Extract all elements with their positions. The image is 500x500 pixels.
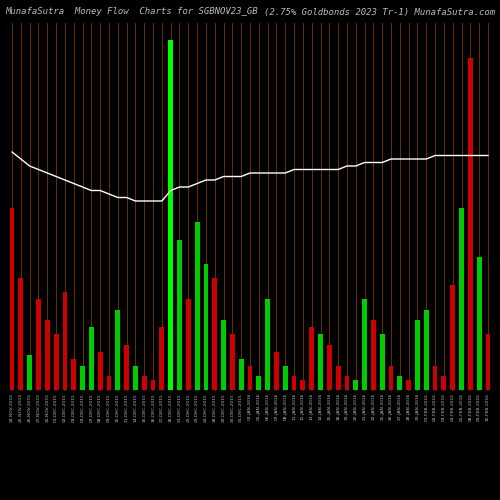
Bar — [160, 327, 164, 390]
Bar — [380, 334, 384, 390]
Bar — [362, 299, 367, 390]
Bar — [133, 366, 138, 390]
Bar — [98, 352, 102, 390]
Bar — [124, 344, 129, 390]
Bar — [354, 380, 358, 390]
Bar — [459, 208, 464, 390]
Bar — [45, 320, 50, 390]
Bar — [344, 376, 350, 390]
Bar — [283, 366, 288, 390]
Bar — [486, 334, 490, 390]
Bar — [116, 310, 120, 390]
Bar — [204, 264, 208, 390]
Bar — [274, 352, 279, 390]
Bar — [256, 376, 261, 390]
Bar — [265, 299, 270, 390]
Bar — [212, 278, 217, 390]
Bar — [142, 376, 146, 390]
Bar — [327, 344, 332, 390]
Bar — [442, 376, 446, 390]
Bar — [72, 358, 76, 390]
Bar — [415, 320, 420, 390]
Text: (2.75% Goldbonds 2023 Tr-1) MunafaSutra.com: (2.75% Goldbonds 2023 Tr-1) MunafaSutra.… — [264, 8, 495, 16]
Bar — [406, 380, 411, 390]
Bar — [186, 299, 190, 390]
Bar — [450, 285, 455, 390]
Bar — [80, 366, 85, 390]
Bar — [292, 376, 296, 390]
Bar — [194, 222, 200, 390]
Bar — [221, 320, 226, 390]
Text: MunafaSutra  Money Flow  Charts for SGBNOV23_GB: MunafaSutra Money Flow Charts for SGBNOV… — [5, 8, 258, 16]
Bar — [10, 208, 14, 390]
Bar — [300, 380, 306, 390]
Bar — [318, 334, 323, 390]
Bar — [336, 366, 340, 390]
Bar — [468, 58, 472, 390]
Bar — [89, 327, 94, 390]
Bar — [239, 358, 244, 390]
Bar — [168, 40, 173, 390]
Bar — [388, 366, 394, 390]
Bar — [432, 366, 438, 390]
Bar — [424, 310, 428, 390]
Bar — [310, 327, 314, 390]
Bar — [28, 355, 32, 390]
Bar — [36, 299, 41, 390]
Bar — [18, 278, 24, 390]
Bar — [54, 334, 59, 390]
Bar — [476, 257, 482, 390]
Bar — [106, 376, 112, 390]
Bar — [398, 376, 402, 390]
Bar — [177, 240, 182, 390]
Bar — [230, 334, 235, 390]
Bar — [248, 366, 252, 390]
Bar — [62, 292, 68, 390]
Bar — [371, 320, 376, 390]
Bar — [150, 380, 156, 390]
